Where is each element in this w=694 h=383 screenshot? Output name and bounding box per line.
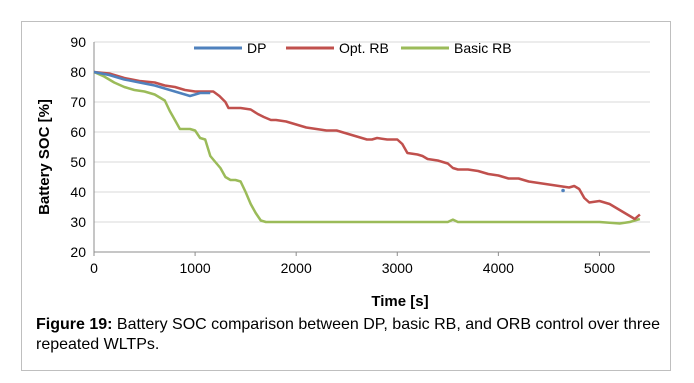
y-axis-label: Battery SOC [%]: [36, 99, 53, 215]
y-tick-70: 70: [70, 94, 86, 110]
y-tick-40: 40: [70, 184, 86, 200]
x-tick-5000: 5000: [584, 260, 615, 276]
caption-lead: Figure 19:: [36, 316, 113, 333]
series-point-dp-0: [561, 188, 565, 193]
figure-caption: Figure 19: Battery SOC comparison betwee…: [36, 315, 661, 355]
series-line-dp: [93, 70, 211, 98]
x-tick-0: 0: [90, 260, 98, 276]
soc-line-chart: 20 30 40 50 60 70 80 90 0 1000 2000 3000 4000 5000 D…: [36, 34, 650, 310]
legend-label-1: Opt. RB: [339, 40, 389, 56]
y-tick-60: 60: [70, 124, 86, 140]
x-tick-3000: 3000: [382, 260, 413, 276]
x-tick-1000: 1000: [180, 260, 211, 276]
series-line-basic-rb: [93, 70, 641, 225]
legend-label-0: DP: [247, 40, 266, 56]
series-line-opt-rb: [93, 70, 641, 221]
y-tick-50: 50: [70, 154, 86, 170]
x-axis-label: Time [s]: [371, 293, 428, 310]
y-tick-labels: 20 30 40 50 60 70 80 90: [70, 34, 86, 260]
legend-label-2: Basic RB: [454, 40, 512, 56]
x-tick-2000: 2000: [281, 260, 312, 276]
grid: [93, 41, 650, 256]
legend: DP Opt. RB Basic RB: [194, 40, 512, 56]
x-tick-4000: 4000: [483, 260, 514, 276]
y-tick-30: 30: [70, 214, 86, 230]
y-tick-90: 90: [70, 34, 86, 50]
y-tick-20: 20: [70, 244, 86, 260]
y-tick-80: 80: [70, 64, 86, 80]
x-tick-labels: 0 1000 2000 3000 4000 5000: [90, 260, 615, 276]
figure-frame: 20 30 40 50 60 70 80 90 0 1000 2000 3000 4000 5000 D…: [21, 21, 671, 371]
series-group: [93, 70, 641, 225]
caption-text: Battery SOC comparison between DP, basic…: [36, 316, 660, 353]
